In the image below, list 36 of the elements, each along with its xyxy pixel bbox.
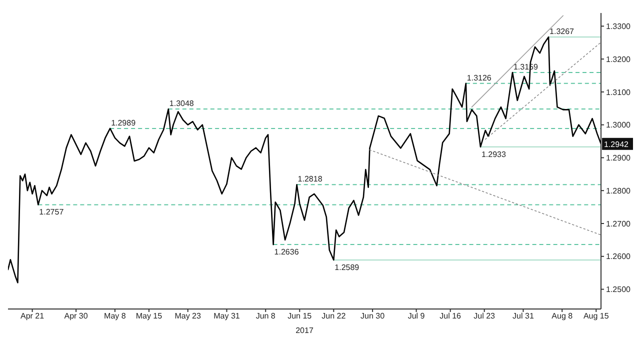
y-tick-label: 1.3000 [606,120,632,130]
x-tick-label: Aug 15 [583,312,610,321]
annotation: 1.3048 [169,99,194,108]
annotation: 1.2636 [274,248,300,257]
y-tick-label: 1.3100 [606,88,632,97]
x-tick-label: Jun 30 [360,312,386,321]
x-axis-title: 2017 [296,326,314,335]
annotation: 1.2589 [334,262,360,272]
x-tick-label: Apr 30 [64,312,88,321]
y-tick-label: 1.3200 [606,54,632,64]
x-tick-label: Jul 23 [474,312,496,321]
x-tick-label: Jun 22 [322,312,346,321]
annotation: 1.3267 [550,27,575,36]
x-tick-label: Jul 16 [440,312,462,321]
annotation: 1.2989 [111,118,136,128]
x-tick-label: Jul 9 [408,312,426,321]
y-tick-label: 1.3300 [606,22,632,31]
annotation: 1.2818 [298,174,323,184]
y-tick-label: 1.2800 [606,186,632,196]
x-tick-label: Jun 15 [288,312,312,321]
annotation: 1.2933 [481,150,507,159]
x-tick-label: May 31 [214,312,240,321]
y-tick-label: 1.2600 [606,252,632,262]
x-tick-label: Jul 31 [512,312,534,321]
x-tick-label: May 23 [174,312,202,321]
x-tick-label: Jun 8 [256,312,276,321]
y-tick-label: 1.2500 [606,285,632,294]
x-tick-label: May 8 [104,312,126,321]
y-tick-label: 1.2900 [606,154,632,163]
x-tick-label: Aug 8 [552,312,574,321]
annotation: 1.2942 [604,140,630,149]
x-tick-label: May 15 [136,312,163,321]
x-tick-label: Apr 21 [20,312,45,321]
annotation: 1.2757 [39,208,64,217]
annotation: 1.3126 [466,73,492,82]
y-tick-label: 1.2700 [606,219,632,228]
